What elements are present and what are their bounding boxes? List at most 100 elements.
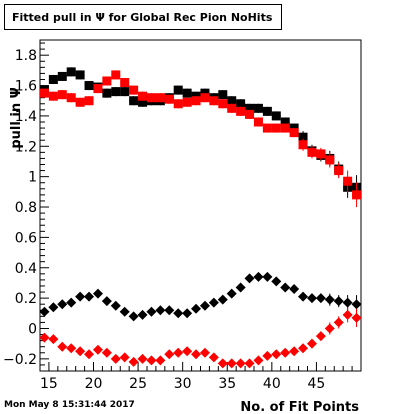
data-point xyxy=(324,323,335,334)
data-point xyxy=(280,347,291,358)
data-point xyxy=(138,91,148,101)
data-point xyxy=(271,111,281,121)
data-point xyxy=(227,96,237,106)
y-tick-label: 1.6 xyxy=(15,79,37,95)
x-tick-label: 25 xyxy=(129,376,147,392)
data-point xyxy=(102,88,112,98)
data-point xyxy=(182,97,192,107)
data-point xyxy=(191,349,202,360)
y-tick-label: 1.2 xyxy=(15,139,37,155)
data-point xyxy=(191,96,201,106)
x-tick-label: 35 xyxy=(218,376,236,392)
data-point xyxy=(173,99,183,109)
data-point xyxy=(146,355,157,366)
data-point xyxy=(245,103,255,113)
data-point xyxy=(57,90,67,100)
data-point xyxy=(343,176,353,186)
data-point xyxy=(173,347,184,358)
data-point xyxy=(226,358,237,369)
data-point xyxy=(316,149,326,159)
data-point xyxy=(146,93,156,103)
data-point xyxy=(182,308,193,319)
data-point xyxy=(92,344,103,355)
data-point xyxy=(342,309,353,320)
data-point xyxy=(244,358,255,369)
data-point xyxy=(120,87,130,97)
data-point xyxy=(324,294,335,305)
data-point xyxy=(218,90,228,100)
data-point xyxy=(289,346,300,357)
data-point xyxy=(111,70,121,80)
data-point xyxy=(298,140,308,150)
data-point xyxy=(262,271,273,282)
data-point xyxy=(218,99,228,109)
data-point xyxy=(298,291,309,302)
y-tick-label: 0.2 xyxy=(15,291,37,307)
data-point xyxy=(138,97,148,107)
chart-title: Fitted pull in Ψ for Global Rec Pion NoH… xyxy=(12,11,273,24)
data-point xyxy=(164,305,175,316)
data-point xyxy=(57,71,67,81)
y-tick-label: 1 xyxy=(28,170,37,186)
data-point xyxy=(92,288,103,299)
data-point xyxy=(119,352,130,363)
series-0 xyxy=(39,67,362,200)
data-point xyxy=(306,338,317,349)
data-point xyxy=(200,93,210,103)
data-point xyxy=(226,288,237,299)
x-tick-label: 45 xyxy=(308,376,326,392)
y-tick-label: 0.4 xyxy=(15,261,37,277)
data-point xyxy=(128,356,139,367)
data-point xyxy=(66,93,76,103)
title-box: Fitted pull in Ψ for Global Rec Pion NoH… xyxy=(4,4,282,30)
data-point xyxy=(39,332,50,343)
x-tick-label: 40 xyxy=(263,376,281,392)
data-point xyxy=(39,88,49,98)
data-point xyxy=(155,93,165,103)
data-point xyxy=(182,346,193,357)
data-point xyxy=(280,123,290,133)
y-tick-label: 1.8 xyxy=(15,48,37,64)
data-point xyxy=(128,311,139,322)
data-point xyxy=(48,334,59,345)
data-point xyxy=(253,355,264,366)
data-point xyxy=(48,91,58,101)
data-point xyxy=(289,123,299,133)
data-point xyxy=(146,306,157,317)
data-point xyxy=(253,103,263,113)
data-point xyxy=(84,291,95,302)
data-point xyxy=(351,299,362,310)
data-point xyxy=(262,350,273,361)
data-point xyxy=(164,349,175,360)
data-point xyxy=(199,300,210,311)
x-axis-label: No. of Fit Points xyxy=(240,400,359,414)
data-point xyxy=(173,308,184,319)
data-point xyxy=(209,96,219,106)
data-point xyxy=(306,293,317,304)
data-point xyxy=(93,84,103,94)
data-point xyxy=(129,96,139,106)
data-point xyxy=(208,297,219,308)
data-point xyxy=(66,343,77,354)
series-2 xyxy=(39,271,362,322)
data-point xyxy=(101,296,112,307)
data-point xyxy=(280,282,291,293)
data-point xyxy=(182,88,192,98)
data-point xyxy=(119,306,130,317)
y-tick-label: 0.8 xyxy=(15,200,37,216)
data-point xyxy=(48,74,58,84)
data-point xyxy=(351,312,362,323)
x-tick-label: 15 xyxy=(40,376,58,392)
data-point xyxy=(75,346,86,357)
data-point xyxy=(75,97,85,107)
data-point xyxy=(111,87,121,97)
data-point xyxy=(236,99,246,109)
data-point xyxy=(173,85,183,95)
data-point xyxy=(244,273,255,284)
data-point xyxy=(39,306,50,317)
data-point xyxy=(84,349,95,360)
data-point xyxy=(280,117,290,127)
data-point xyxy=(235,282,246,293)
axes: 15 20 25 30 35 40 45 −0.2 0 0.2 0.4 0.6 0.8 1 1.2 1.4 1.… xyxy=(3,42,353,392)
